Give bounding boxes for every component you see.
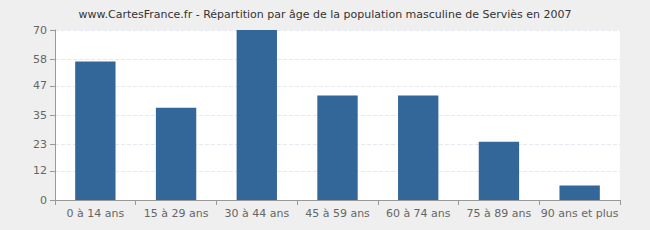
svg-text:23: 23	[33, 138, 47, 151]
svg-text:60 à 74 ans: 60 à 74 ans	[386, 207, 451, 220]
svg-text:www.CartesFrance.fr - Répartit: www.CartesFrance.fr - Répartition par âg…	[79, 8, 572, 21]
svg-text:12: 12	[33, 164, 47, 177]
svg-text:75 à 89 ans: 75 à 89 ans	[467, 207, 532, 220]
svg-text:90 ans et plus: 90 ans et plus	[541, 207, 619, 220]
svg-text:70: 70	[33, 24, 47, 37]
svg-text:0 à 14 ans: 0 à 14 ans	[67, 207, 125, 220]
svg-text:45 à 59 ans: 45 à 59 ans	[305, 207, 370, 220]
svg-text:47: 47	[33, 79, 47, 92]
svg-text:35: 35	[33, 109, 47, 122]
svg-text:58: 58	[33, 53, 47, 66]
svg-text:0: 0	[40, 194, 47, 207]
svg-text:30 à 44 ans: 30 à 44 ans	[224, 207, 289, 220]
svg-text:15 à 29 ans: 15 à 29 ans	[144, 207, 209, 220]
